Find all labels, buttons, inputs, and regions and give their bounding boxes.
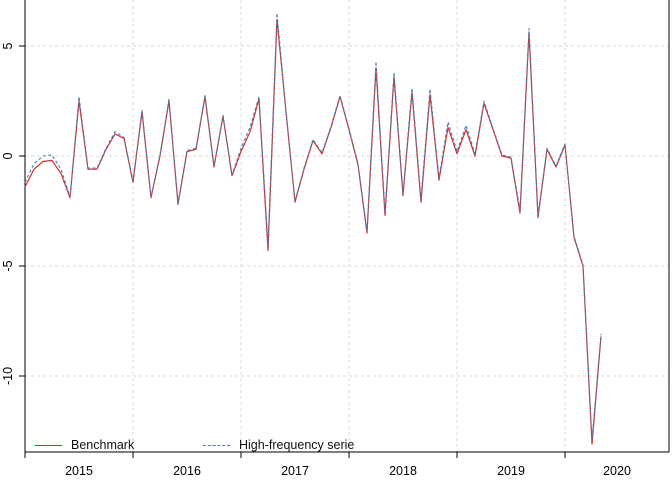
y-tick-label: -10 [1,367,15,385]
x-tick-label: 2016 [173,464,201,478]
series-benchmark [24,19,602,445]
y-tick-label: 5 [1,42,15,49]
y-tick-label: -5 [1,260,15,271]
x-tick-label: 2017 [281,464,309,478]
x-tick-label: 2015 [65,464,93,478]
series-highfreq [24,12,602,441]
x-tick-label: 2019 [497,464,525,478]
y-tick-label: 0 [1,152,15,159]
x-tick-label: 2018 [389,464,417,478]
x-tick-label: 2020 [603,464,631,478]
